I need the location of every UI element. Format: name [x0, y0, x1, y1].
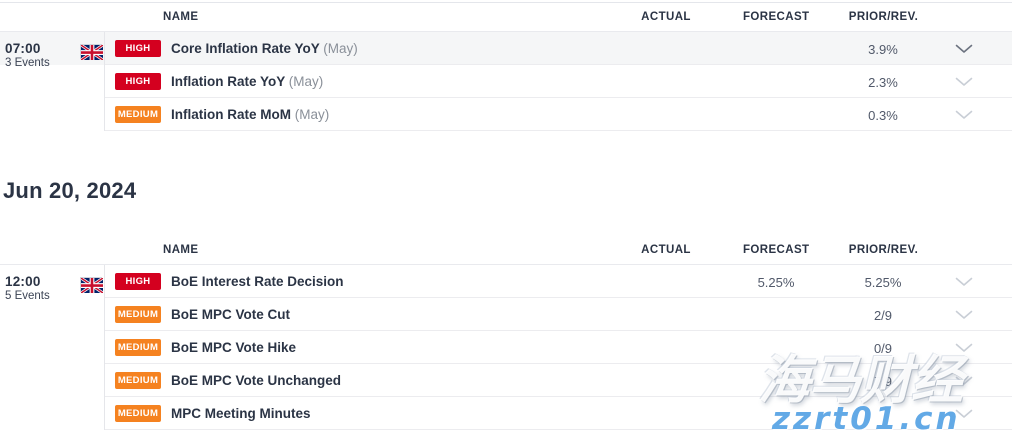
column-header-forecast: FORECAST	[743, 11, 810, 23]
event-time: 07:00	[5, 41, 41, 56]
event-group-time-column: 07:00 3 Events	[0, 32, 105, 131]
event-name: BoE MPC Vote Unchanged	[171, 373, 341, 388]
table-row[interactable]: MEDIUM BoE MPC Vote Hike 0/9	[0, 331, 1012, 364]
prior-value: 7/9	[873, 374, 893, 389]
prior-value: 0/9	[873, 341, 893, 356]
event-group: HIGH BoE Interest Rate Decision 5.25% 5.25%…	[0, 265, 1012, 430]
chevron-down-icon[interactable]	[955, 343, 973, 353]
table-row[interactable]: MEDIUM BoE MPC Vote Cut 2/9	[0, 298, 1012, 331]
prior-value: 5.25%	[864, 275, 902, 290]
event-name-text: BoE MPC Vote Hike	[171, 340, 297, 355]
table-row[interactable]: MEDIUM Inflation Rate MoM (May) 0.3%	[0, 98, 1012, 131]
chevron-down-icon[interactable]	[955, 409, 973, 419]
chevron-down-icon[interactable]	[955, 310, 973, 320]
row-divider	[105, 64, 1012, 65]
impact-badge[interactable]: HIGH	[115, 40, 161, 57]
impact-badge[interactable]: MEDIUM	[115, 106, 161, 123]
prior-value: 3.9%	[868, 42, 898, 57]
table-row[interactable]: MEDIUM MPC Meeting Minutes	[0, 397, 1012, 430]
event-count: 5 Events	[5, 290, 50, 302]
event-time: 12:00	[5, 274, 41, 289]
event-name-text: BoE Interest Rate Decision	[171, 274, 344, 289]
column-header-forecast: FORECAST	[743, 244, 810, 256]
event-period-text: (May)	[288, 74, 324, 89]
calendar-table-bottom: NAME ACTUAL FORECAST PRIOR/REV. HIGH BoE …	[0, 236, 1012, 430]
calendar-table-top: NAME ACTUAL FORECAST PRIOR/REV. HIGH Core…	[0, 3, 1012, 131]
event-count: 3 Events	[5, 57, 50, 69]
prior-value: 2/9	[873, 308, 893, 323]
uk-flag-icon	[80, 276, 104, 295]
column-header-name: NAME	[163, 244, 199, 256]
event-name: BoE Interest Rate Decision	[171, 274, 344, 289]
column-header-name: NAME	[163, 11, 199, 23]
top-divider	[0, 2, 1012, 3]
event-period-text: (May)	[294, 107, 330, 122]
chevron-down-icon[interactable]	[955, 77, 973, 87]
event-name-text: BoE MPC Vote Cut	[171, 307, 290, 322]
event-name: BoE MPC Vote Cut	[171, 307, 290, 322]
event-name: Core Inflation Rate YoY (May)	[171, 41, 358, 56]
event-group: HIGH Core Inflation Rate YoY (May) 3.9% HIG…	[0, 32, 1012, 131]
event-period-text: (May)	[323, 41, 358, 56]
event-rows-bottom: HIGH BoE Interest Rate Decision 5.25% 5.25%…	[0, 265, 1012, 430]
event-name: MPC Meeting Minutes	[171, 406, 311, 421]
event-name-text: Inflation Rate YoY	[171, 74, 286, 89]
event-name: Inflation Rate MoM (May)	[171, 107, 329, 122]
chevron-down-icon[interactable]	[955, 277, 973, 287]
event-group-time-column: 12:00 5 Events	[0, 265, 105, 430]
table-row[interactable]: HIGH BoE Interest Rate Decision 5.25% 5.25%	[0, 265, 1012, 298]
impact-badge[interactable]: MEDIUM	[115, 339, 161, 356]
row-divider	[105, 330, 1012, 331]
impact-badge[interactable]: MEDIUM	[115, 405, 161, 422]
column-header-row-top: NAME ACTUAL FORECAST PRIOR/REV.	[0, 3, 1012, 32]
column-header-prior: PRIOR/REV.	[848, 244, 919, 256]
row-divider	[105, 429, 1012, 430]
row-divider	[105, 297, 1012, 298]
forecast-value: 5.25%	[757, 275, 795, 290]
event-name-text: Core Inflation Rate YoY	[171, 41, 320, 56]
row-divider	[105, 396, 1012, 397]
event-name-text: BoE MPC Vote Unchanged	[171, 373, 342, 388]
prior-value: 2.3%	[868, 75, 898, 90]
table-row[interactable]: HIGH Core Inflation Rate YoY (May) 3.9%	[0, 32, 1012, 65]
column-header-row-bottom: NAME ACTUAL FORECAST PRIOR/REV.	[0, 236, 1012, 265]
chevron-down-icon[interactable]	[955, 44, 973, 54]
row-divider	[105, 363, 1012, 364]
impact-badge[interactable]: HIGH	[115, 73, 161, 90]
chevron-down-icon[interactable]	[955, 110, 973, 120]
event-name-text: Inflation Rate MoM	[171, 107, 291, 122]
impact-badge[interactable]: MEDIUM	[115, 372, 161, 389]
impact-badge[interactable]: HIGH	[115, 273, 161, 290]
column-header-actual: ACTUAL	[641, 244, 691, 256]
event-name: Inflation Rate YoY (May)	[171, 74, 323, 89]
column-header-actual: ACTUAL	[641, 11, 691, 23]
row-divider	[105, 130, 1012, 131]
uk-flag-icon	[80, 43, 104, 62]
table-row[interactable]: MEDIUM BoE MPC Vote Unchanged 7/9	[0, 364, 1012, 397]
column-header-prior: PRIOR/REV.	[848, 11, 919, 23]
date-heading: Jun 20, 2024	[3, 178, 137, 203]
table-row[interactable]: HIGH Inflation Rate YoY (May) 2.3%	[0, 65, 1012, 98]
event-rows-top: HIGH Core Inflation Rate YoY (May) 3.9% HIG…	[0, 32, 1012, 131]
event-name: BoE MPC Vote Hike	[171, 340, 296, 355]
impact-badge[interactable]: MEDIUM	[115, 306, 161, 323]
chevron-down-icon[interactable]	[955, 376, 973, 386]
event-name-text: MPC Meeting Minutes	[171, 406, 311, 421]
prior-value: 0.3%	[868, 108, 898, 123]
row-divider	[105, 97, 1012, 98]
